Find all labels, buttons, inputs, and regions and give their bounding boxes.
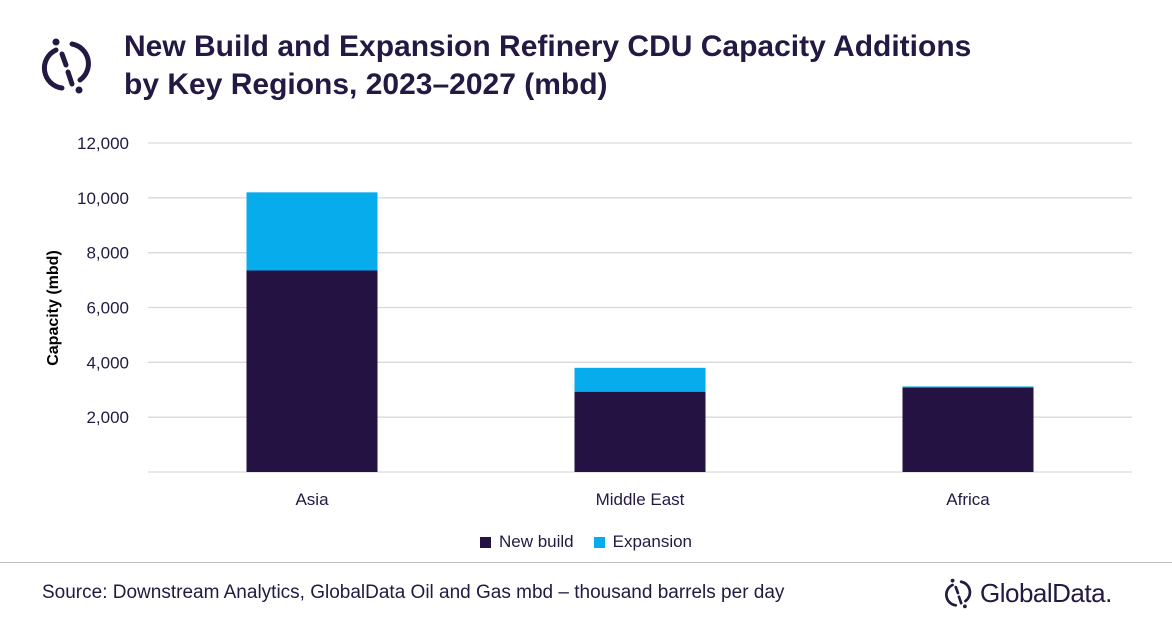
source-note: Source: Downstream Analytics, GlobalData… bbox=[42, 582, 785, 603]
legend-item-new-build: New build bbox=[479, 532, 574, 552]
legend-label-expansion: Expansion bbox=[612, 532, 693, 551]
bar-new-build bbox=[574, 391, 706, 472]
globaldata-wordmark: GlobalData. bbox=[980, 577, 1112, 608]
y-tick-label: 6,000 bbox=[86, 299, 129, 318]
y-axis-label: Capacity (mbd) bbox=[45, 250, 62, 366]
footer-divider bbox=[0, 562, 1172, 563]
chart-title-line2: by Key Regions, 2023–2027 (mbd) bbox=[124, 68, 608, 101]
x-tick-label: Africa bbox=[946, 490, 990, 509]
legend-item-expansion: Expansion bbox=[593, 532, 693, 552]
globaldata-brand: GlobalData. bbox=[944, 576, 1112, 610]
y-tick-label: 4,000 bbox=[86, 353, 129, 372]
y-tick-label: 2,000 bbox=[86, 408, 129, 427]
legend-swatch-expansion bbox=[593, 536, 605, 548]
legend-swatch-new-build bbox=[479, 536, 491, 548]
globaldata-logo-icon bbox=[40, 34, 96, 101]
bar-expansion bbox=[902, 386, 1034, 388]
x-tick-label: Asia bbox=[295, 490, 329, 509]
chart-title: New Build and Expansion Refinery CDU Cap… bbox=[124, 28, 971, 104]
bar-expansion bbox=[574, 367, 706, 392]
globaldata-logo-icon bbox=[945, 578, 972, 609]
chart-title-line1: New Build and Expansion Refinery CDU Cap… bbox=[124, 30, 972, 63]
y-tick-label: 12,000 bbox=[77, 134, 129, 153]
x-tick-label: Middle East bbox=[596, 490, 685, 509]
y-tick-label: 10,000 bbox=[77, 189, 129, 208]
y-tick-label: 8,000 bbox=[86, 244, 129, 263]
bar-expansion bbox=[246, 192, 378, 271]
legend: New build Expansion bbox=[0, 532, 1172, 552]
bar-new-build bbox=[246, 270, 378, 472]
stacked-bar-chart: 2,000 4,000 6,000 8,000 10,000 12,000 Capacity… bbox=[45, 134, 1132, 509]
bar-new-build bbox=[902, 387, 1034, 472]
legend-label-new-build: New build bbox=[498, 532, 574, 551]
